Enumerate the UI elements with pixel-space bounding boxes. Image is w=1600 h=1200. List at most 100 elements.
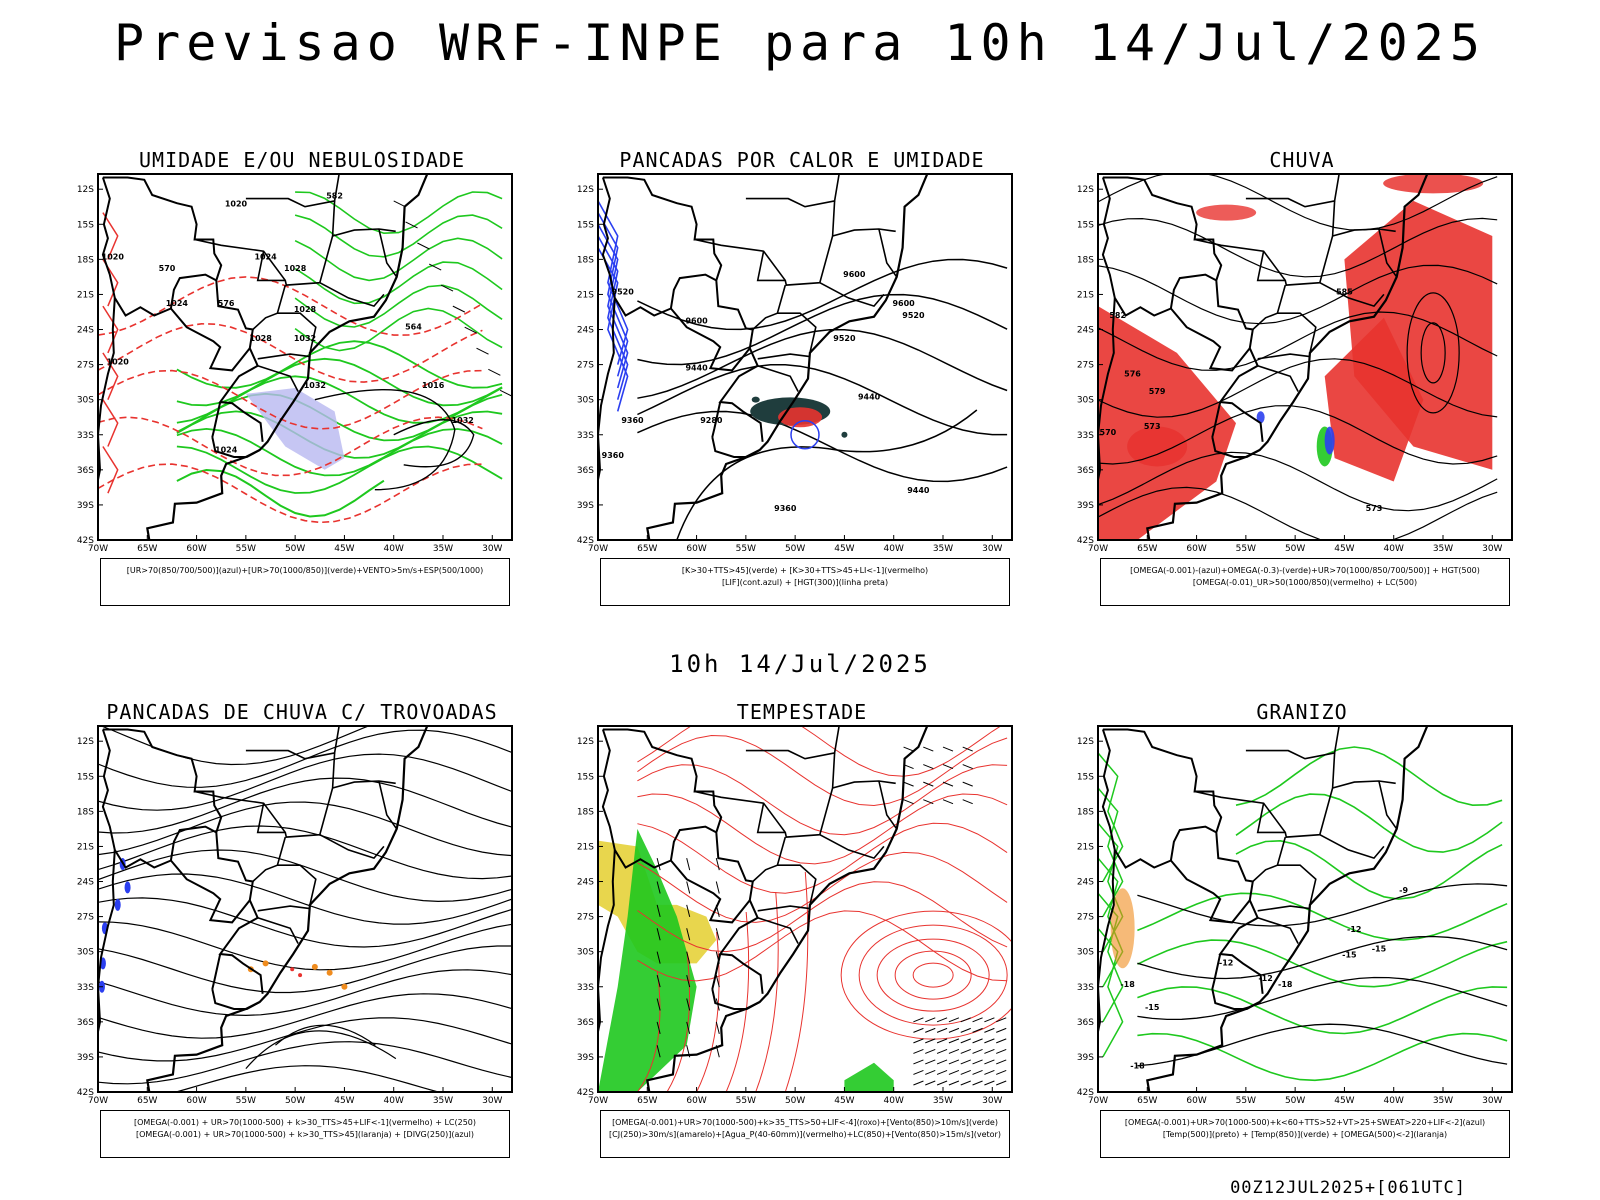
legend-line: [OMEGA(-0.01)_UR>50(1000/850)(vermelho) … xyxy=(1192,578,1418,587)
lon-tick-label: 50W xyxy=(785,544,805,554)
state-border xyxy=(1256,251,1286,282)
state-border xyxy=(1332,228,1396,237)
lat-tick-label: 42S xyxy=(1077,536,1094,546)
state-border xyxy=(1257,353,1309,360)
contour-label: 9600 xyxy=(685,317,708,326)
lat-tick-label: 30S xyxy=(77,948,94,958)
lat-tick-label: 27S xyxy=(577,361,594,371)
lon-tick-label: 65W xyxy=(137,1096,157,1106)
state-border xyxy=(1245,726,1340,760)
state-border xyxy=(832,228,896,237)
lat-tick-label: 21S xyxy=(1077,842,1094,852)
lon-tick-label: 40W xyxy=(884,1096,904,1106)
map-frame xyxy=(1097,173,1513,541)
map-frame xyxy=(97,725,513,1093)
country-border xyxy=(1211,401,1222,438)
shaded-area xyxy=(810,423,830,447)
state-border xyxy=(777,312,817,354)
lat-tick-label: 18S xyxy=(577,807,594,817)
lat-tick-label: 33S xyxy=(1077,983,1094,993)
map-canvas: 582 576 579 573 570 573 585 12S 15S 18S 21S 24S 27S 3… xyxy=(1077,173,1513,554)
lat-tick-label: 42S xyxy=(577,1088,594,1098)
country-border xyxy=(1211,953,1222,990)
lon-tick-label: 35W xyxy=(933,544,953,554)
contour-label: -18 xyxy=(1130,1062,1145,1071)
lat-tick-label: 24S xyxy=(577,326,594,336)
lon-tick-label: 40W xyxy=(1384,1096,1404,1106)
lat-tick-label: 21S xyxy=(77,842,94,852)
state-border xyxy=(694,200,836,286)
state-border xyxy=(194,200,336,286)
lat-tick-label: 15S xyxy=(577,220,594,230)
country-border xyxy=(598,297,616,485)
state-border xyxy=(752,284,787,331)
legend-line: [CJ(250)>30m/s](amarelo)+[Agua_P(40-60mm… xyxy=(609,1130,1001,1139)
state-border xyxy=(819,833,885,860)
lat-tick-label: 33S xyxy=(77,983,94,993)
lon-tick-label: 45W xyxy=(334,544,354,554)
contour-label: 9280 xyxy=(700,416,723,425)
contour-label: 1032 xyxy=(294,334,316,343)
lat-tick-label: 12S xyxy=(1077,185,1094,195)
shaded-area xyxy=(124,881,131,894)
country-border xyxy=(98,849,116,1037)
country-border xyxy=(1098,849,1116,1037)
country-border xyxy=(602,176,764,442)
lat-tick-label: 36S xyxy=(1077,466,1094,476)
shaded-area xyxy=(778,407,823,428)
panel-title: CHUVA xyxy=(1269,148,1335,172)
contour-label: 1020 xyxy=(225,200,248,209)
country-border xyxy=(211,436,261,458)
country-border xyxy=(211,401,222,438)
contour-label: 1020 xyxy=(107,358,130,367)
lon-tick-label: 60W xyxy=(186,544,206,554)
contour-label: 9440 xyxy=(907,486,930,495)
lon-tick-label: 50W xyxy=(785,1096,805,1106)
contour-label: -12 xyxy=(1347,925,1361,934)
state-border xyxy=(757,365,799,392)
lat-tick-label: 30S xyxy=(77,396,94,406)
lon-tick-label: 35W xyxy=(433,1096,453,1106)
coastline xyxy=(146,174,429,540)
lat-tick-label: 42S xyxy=(577,536,594,546)
panel-title: GRANIZO xyxy=(1256,700,1348,724)
map-frame xyxy=(597,173,1013,541)
lat-tick-label: 39S xyxy=(577,501,594,511)
lon-tick-label: 55W xyxy=(736,544,756,554)
state-border xyxy=(757,917,799,944)
panel-title: PANCADAS POR CALOR E UMIDADE xyxy=(619,148,985,172)
lat-tick-label: 21S xyxy=(1077,290,1094,300)
coastline xyxy=(146,726,429,1092)
contour-label: 1024 xyxy=(166,299,189,308)
contour-label: 1016 xyxy=(422,381,445,390)
lat-tick-label: 15S xyxy=(1077,220,1094,230)
lon-tick-label: 55W xyxy=(236,1096,256,1106)
lon-tick-label: 55W xyxy=(1236,1096,1256,1106)
lon-tick-label: 70W xyxy=(88,544,108,554)
state-border xyxy=(252,836,287,883)
state-border xyxy=(245,726,340,760)
lat-tick-label: 24S xyxy=(1077,878,1094,888)
state-border xyxy=(832,780,896,789)
lon-tick-label: 50W xyxy=(285,544,305,554)
legend-box: [K>30+TTS>45](verde) + [K>30+TTS>45+LI<-… xyxy=(600,558,1010,606)
country-border xyxy=(1211,988,1261,1010)
country-border xyxy=(711,988,761,1010)
lon-tick-label: 40W xyxy=(884,544,904,554)
contour-label: 1032 xyxy=(304,381,326,390)
map-layers: -9 -12 -15 -12 -12 -15 -18 -15 -18 -18 xyxy=(1098,726,1508,1092)
state-border xyxy=(1194,200,1336,286)
lon-tick-label: 45W xyxy=(834,544,854,554)
legend-line: [UR>70(850/700/500)](azul)+[UR>70(1000/8… xyxy=(126,566,484,575)
state-border xyxy=(245,174,340,208)
country-border xyxy=(711,401,722,438)
lat-tick-label: 24S xyxy=(77,326,94,336)
state-border xyxy=(819,281,885,308)
lat-tick-label: 39S xyxy=(1077,1053,1094,1063)
lat-tick-label: 27S xyxy=(1077,361,1094,371)
shaded-area xyxy=(1383,174,1484,194)
state-border xyxy=(332,228,396,237)
contour-label: 9520 xyxy=(833,334,856,343)
